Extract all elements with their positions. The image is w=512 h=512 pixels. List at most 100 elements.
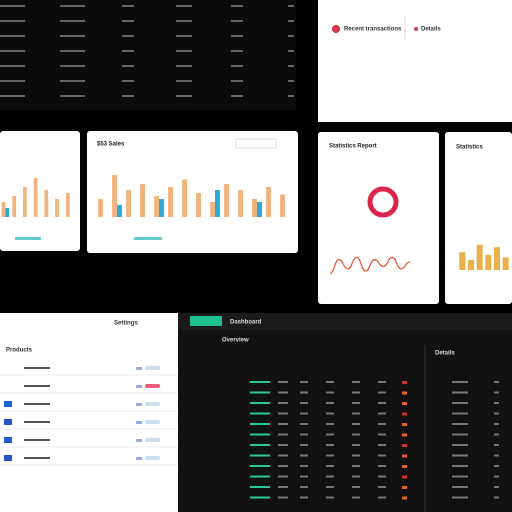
bar <box>182 179 187 217</box>
text-placeholder <box>278 402 288 404</box>
text-placeholder <box>378 465 386 467</box>
status <box>402 433 407 437</box>
toggle <box>145 456 160 460</box>
text-placeholder <box>278 444 288 446</box>
bar <box>467 259 475 270</box>
progress <box>250 391 270 394</box>
text-placeholder <box>352 391 360 394</box>
text-placeholder <box>300 433 308 436</box>
text-placeholder <box>136 421 142 424</box>
text-placeholder <box>494 496 499 499</box>
text-placeholder <box>452 423 468 425</box>
content <box>178 330 512 512</box>
text-placeholder <box>494 433 499 436</box>
progress <box>250 433 270 436</box>
card <box>0 131 80 251</box>
text-placeholder <box>378 423 386 425</box>
tab-label[interactable]: Dashboard <box>230 320 262 326</box>
text-placeholder <box>452 391 468 394</box>
text-placeholder <box>231 65 243 67</box>
bar <box>168 187 173 217</box>
text-placeholder <box>60 80 85 82</box>
bar <box>23 187 27 217</box>
text-placeholder <box>278 412 288 415</box>
status <box>402 391 407 395</box>
search-box[interactable] <box>235 138 277 149</box>
text-placeholder <box>24 385 50 387</box>
text-placeholder <box>176 20 192 22</box>
text-placeholder <box>326 381 334 383</box>
text-placeholder <box>136 457 142 460</box>
text-placeholder <box>352 423 360 425</box>
text-placeholder <box>278 433 288 436</box>
bar <box>126 190 131 217</box>
progress <box>250 465 270 467</box>
text-placeholder <box>0 80 25 82</box>
text-placeholder <box>122 20 134 22</box>
text-placeholder <box>378 402 386 404</box>
bar <box>476 244 483 270</box>
text-placeholder <box>60 5 85 7</box>
bar <box>459 252 466 270</box>
text-placeholder <box>176 35 192 37</box>
progress <box>250 381 270 383</box>
settings-panel <box>0 313 178 512</box>
text-placeholder <box>300 381 308 383</box>
text-placeholder <box>136 403 142 406</box>
text-placeholder <box>231 95 243 97</box>
text-placeholder <box>288 95 294 97</box>
tab[interactable] <box>190 316 222 326</box>
line <box>329 256 411 274</box>
text-placeholder <box>494 486 499 488</box>
text-placeholder <box>136 385 142 388</box>
text-placeholder <box>122 35 134 37</box>
bar <box>215 190 220 217</box>
transactions-panel <box>318 0 512 122</box>
status <box>402 486 407 489</box>
donut <box>367 186 399 218</box>
progress <box>250 444 270 446</box>
text-placeholder <box>300 412 308 415</box>
bar <box>485 254 492 270</box>
text-placeholder <box>300 444 308 446</box>
text-placeholder <box>326 475 334 478</box>
text-placeholder <box>352 486 360 488</box>
text-placeholder <box>278 496 288 499</box>
text-placeholder <box>300 486 308 488</box>
text-placeholder <box>60 65 85 67</box>
progress <box>250 486 270 488</box>
status <box>402 454 407 458</box>
bar <box>493 247 501 270</box>
text-placeholder <box>300 391 308 394</box>
text-placeholder <box>24 421 50 423</box>
text-placeholder <box>352 496 360 499</box>
text-placeholder <box>452 486 468 488</box>
text-placeholder <box>378 475 386 478</box>
panel-action[interactable]: Details <box>421 27 441 33</box>
toggle <box>145 420 160 424</box>
text-placeholder <box>352 381 360 383</box>
panel-title: Recent transactions <box>344 27 402 33</box>
text-placeholder <box>176 5 192 7</box>
text-placeholder <box>352 402 360 404</box>
text-placeholder <box>231 50 243 52</box>
card-title: Statistics <box>456 145 483 151</box>
text-placeholder <box>452 496 468 499</box>
progress <box>250 496 270 499</box>
text-placeholder <box>494 412 499 415</box>
text-placeholder <box>0 95 25 97</box>
text-placeholder <box>326 433 334 436</box>
text-placeholder <box>0 5 25 7</box>
bar <box>140 184 145 217</box>
text-placeholder <box>326 402 334 404</box>
text-placeholder <box>494 402 499 404</box>
dashboard-rows <box>250 381 499 500</box>
text-placeholder <box>176 95 192 97</box>
progress <box>250 475 270 478</box>
text-placeholder <box>326 412 334 415</box>
status <box>402 402 407 405</box>
section-title: Products <box>6 348 33 354</box>
bar <box>5 208 10 217</box>
row-icon <box>4 455 12 461</box>
